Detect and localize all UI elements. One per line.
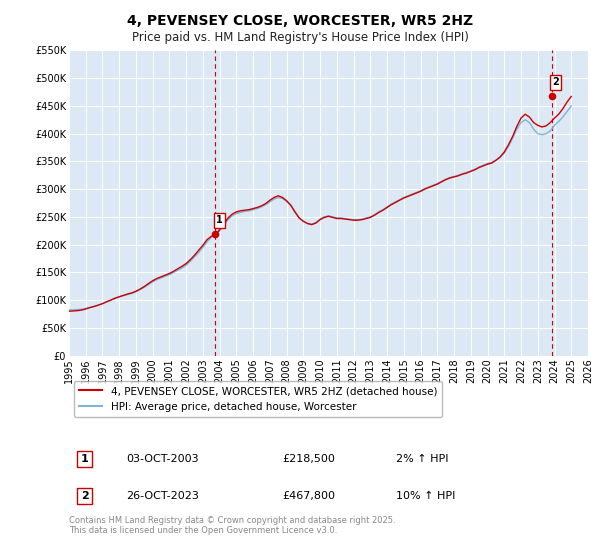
Text: £467,800: £467,800 (282, 491, 335, 501)
Text: 10% ↑ HPI: 10% ↑ HPI (396, 491, 455, 501)
Text: 1: 1 (217, 216, 223, 226)
Text: Price paid vs. HM Land Registry's House Price Index (HPI): Price paid vs. HM Land Registry's House … (131, 31, 469, 44)
Text: 2: 2 (80, 491, 88, 501)
Text: 4, PEVENSEY CLOSE, WORCESTER, WR5 2HZ: 4, PEVENSEY CLOSE, WORCESTER, WR5 2HZ (127, 14, 473, 28)
Text: 2% ↑ HPI: 2% ↑ HPI (396, 454, 448, 464)
Text: Contains HM Land Registry data © Crown copyright and database right 2025.
This d: Contains HM Land Registry data © Crown c… (69, 516, 395, 535)
Text: £218,500: £218,500 (282, 454, 335, 464)
Text: 2: 2 (553, 77, 559, 87)
Text: 1: 1 (80, 454, 88, 464)
Text: 26-OCT-2023: 26-OCT-2023 (126, 491, 199, 501)
Text: 03-OCT-2003: 03-OCT-2003 (126, 454, 199, 464)
Legend: 4, PEVENSEY CLOSE, WORCESTER, WR5 2HZ (detached house), HPI: Average price, deta: 4, PEVENSEY CLOSE, WORCESTER, WR5 2HZ (d… (74, 381, 442, 417)
